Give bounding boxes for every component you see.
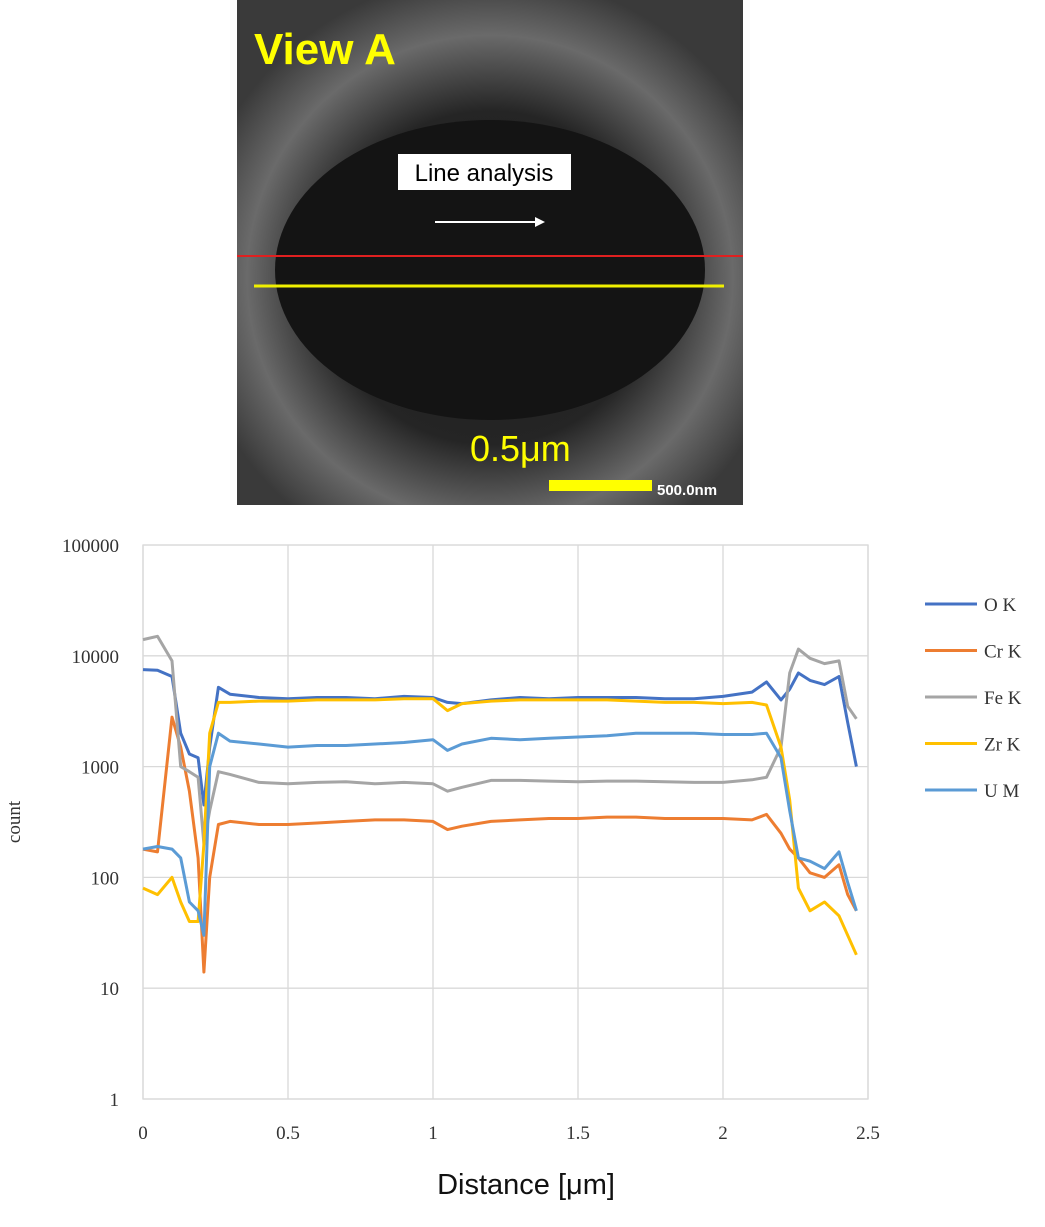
legend-label: Zr K [984, 735, 1021, 756]
y-axis-label: count [4, 800, 25, 843]
view-label: View A [254, 25, 396, 74]
y-tick-label: 10000 [72, 647, 120, 668]
series-line [142, 731, 858, 937]
scale-label: 0.5μm [470, 428, 571, 469]
x-tick-label: 0.5 [276, 1123, 300, 1144]
particle [275, 120, 705, 420]
x-tick-label: 1.5 [566, 1123, 590, 1144]
legend-label: U M [984, 781, 1019, 802]
plot: 1 10 100 1000 10000 100000 0 0.5 1 1.5 2 2.5 O K Cr K… [62, 536, 1022, 1144]
plot-border [142, 544, 869, 1100]
x-tick-label: 0 [138, 1123, 148, 1144]
x-tick-label: 2.5 [856, 1123, 880, 1144]
legend-label: O K [984, 595, 1016, 616]
scale-bar [549, 480, 652, 491]
legend-label: Fe K [984, 688, 1022, 709]
x-tick-label: 2 [718, 1123, 728, 1144]
y-tick-label: 1 [110, 1090, 120, 1111]
annotation-box [398, 154, 571, 190]
legend-label: Cr K [984, 642, 1022, 663]
scale-bar-text: 500.0nm [657, 482, 717, 499]
annotation: Line analysis [415, 160, 554, 187]
y-tick-label: 10 [100, 979, 119, 1000]
y-tick-label: 100 [91, 868, 120, 889]
series-line [142, 697, 858, 956]
series-line [142, 715, 858, 974]
y-tick-label: 1000 [81, 758, 119, 779]
micrograph: Line analysis View A 0.5μm 500.0nm [237, 0, 743, 505]
arrow-head [535, 217, 545, 227]
x-axis-label: Distance [μm] [437, 1169, 615, 1201]
y-tick-label: 100000 [62, 536, 119, 557]
x-tick-label: 1 [428, 1123, 438, 1144]
